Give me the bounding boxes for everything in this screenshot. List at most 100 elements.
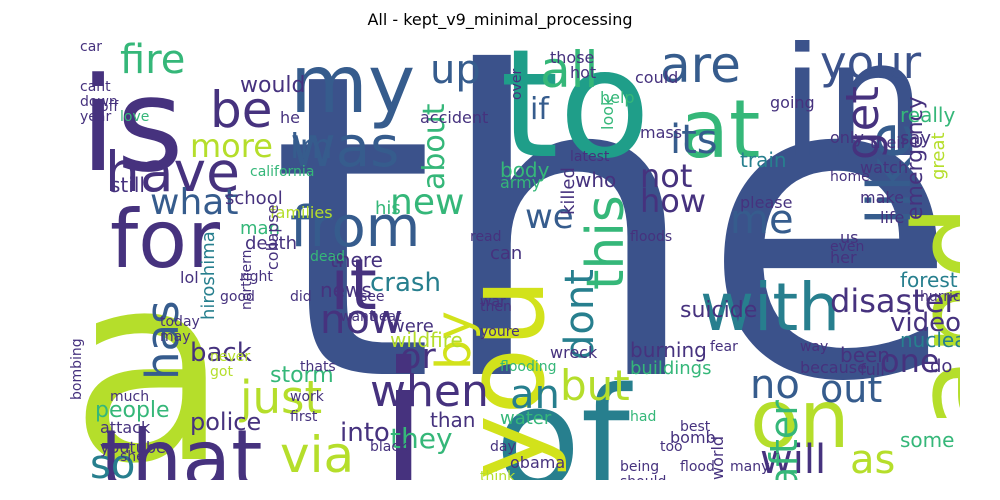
cloud-word: we: [525, 197, 574, 237]
cloud-word: us: [840, 228, 859, 247]
cloud-word: of: [495, 358, 630, 481]
cloud-word: up: [430, 47, 481, 93]
cloud-word: one: [880, 342, 940, 380]
cloud-word: youre: [480, 324, 520, 340]
cloud-word: got: [210, 364, 233, 380]
cloud-word: first: [290, 409, 318, 425]
cloud-word: hot: [570, 63, 597, 82]
cloud-word: bombing: [69, 338, 85, 400]
cloud-word: over: [509, 68, 525, 100]
cloud-word: school: [225, 188, 283, 209]
cloud-word: from: [290, 195, 421, 260]
cloud-word: really: [900, 103, 956, 127]
cloud-word: i: [380, 326, 428, 480]
cloud-word: way: [800, 339, 829, 355]
cloud-word: buildings: [630, 358, 712, 379]
cloud-word: watch: [860, 158, 909, 177]
cloud-word: news: [320, 278, 372, 302]
cloud-word: be: [210, 81, 273, 139]
cloud-word: say: [900, 128, 932, 149]
cloud-word: help: [600, 88, 635, 107]
cloud-word: read: [470, 229, 502, 245]
cloud-word: new: [390, 182, 465, 223]
cloud-word: had: [630, 409, 657, 425]
cloud-word: want: [340, 309, 375, 325]
cloud-word: an: [510, 372, 560, 418]
cloud-word: many: [730, 459, 770, 475]
cloud-word: just: [240, 371, 323, 424]
cloud-word: what: [150, 182, 239, 223]
cloud-word: will: [760, 437, 827, 480]
cloud-word: been: [840, 343, 890, 367]
cloud-word: down: [80, 94, 118, 110]
cloud-word: black: [370, 439, 408, 455]
cloud-word: burning: [630, 338, 707, 362]
cloud-word: the: [270, 40, 960, 474]
cloud-word: life: [880, 208, 905, 227]
cloud-word: for: [110, 193, 220, 286]
cloud-word: she: [120, 449, 145, 465]
cloud-word: flooding: [500, 359, 557, 375]
cloud-word: home: [830, 169, 870, 185]
cloud-word: obama: [510, 453, 566, 472]
cloud-word: did: [290, 289, 312, 305]
cloud-word: crash: [370, 268, 441, 298]
cloud-word: may: [160, 329, 191, 345]
cloud-word: storm: [270, 363, 334, 388]
cloud-word: please: [740, 193, 793, 212]
cloud-word: off: [100, 99, 119, 115]
cloud-word: families: [270, 203, 333, 222]
cloud-word: police: [190, 408, 262, 436]
cloud-word: wreck: [550, 343, 598, 362]
cloud-word: would: [240, 73, 306, 98]
cloud-word: flood: [680, 459, 715, 475]
cloud-word: train: [740, 148, 787, 172]
cloud-word: was: [290, 115, 400, 180]
cloud-word: so: [90, 442, 136, 480]
cloud-word: hurricane: [920, 289, 960, 305]
cloud-word: via: [280, 426, 355, 480]
cloud-word: youtube: [100, 438, 166, 457]
cloud-word: all: [540, 41, 599, 99]
cloud-word: his: [375, 198, 401, 219]
cloud-word: that: [100, 413, 263, 481]
cloud-word: mass: [640, 123, 683, 142]
cloud-word: into: [340, 418, 390, 448]
cloud-word: going: [770, 93, 815, 112]
cloud-word: a: [70, 219, 230, 480]
cloud-word: never: [210, 349, 251, 365]
cloud-word: should: [620, 475, 666, 480]
cloud-word: back: [190, 338, 252, 368]
cloud-word: my: [290, 40, 416, 131]
cloud-word: year: [80, 109, 112, 125]
cloud-word: than: [430, 408, 476, 432]
cloud-word: to: [500, 40, 651, 192]
cloud-word: heat: [370, 309, 402, 325]
cloud-word: make: [860, 188, 904, 207]
cloud-word: attack: [100, 418, 151, 437]
cloud-word: how: [640, 182, 707, 220]
cloud-word: good: [220, 289, 255, 305]
cloud-word: man: [240, 218, 280, 239]
cloud-word: lol: [180, 268, 199, 287]
cloud-word: who: [575, 168, 617, 192]
cloud-word: best: [680, 419, 711, 435]
cloud-word: right: [240, 269, 273, 285]
cloud-word: can: [490, 243, 523, 264]
cloud-word: water: [500, 408, 552, 429]
cloud-word: army: [500, 173, 542, 192]
cloud-word: im: [290, 127, 333, 167]
cloud-word: have: [105, 140, 240, 204]
cloud-word: think: [480, 469, 516, 480]
cloud-word: is: [80, 49, 184, 201]
cloud-word: suicide: [680, 298, 758, 323]
cloud-word: on: [750, 373, 850, 466]
word-cloud: the a to in is of and i that you for on my at it with fr…: [40, 40, 960, 480]
cloud-word: no: [750, 362, 800, 408]
cloud-word: even: [830, 239, 865, 255]
cloud-word: bomb: [670, 428, 716, 447]
cloud-word: hiroshima: [198, 231, 219, 320]
cloud-word: work: [290, 389, 324, 405]
cloud-word: nuclear: [900, 328, 960, 352]
